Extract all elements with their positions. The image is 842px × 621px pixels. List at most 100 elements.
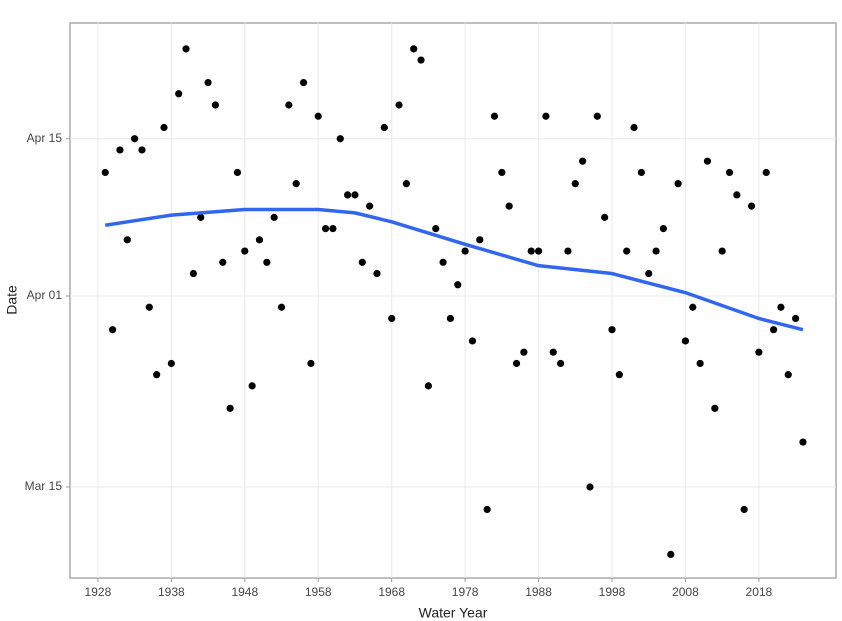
point xyxy=(718,247,726,255)
point xyxy=(373,269,381,278)
point xyxy=(395,101,403,109)
x-tick-label: 1968 xyxy=(378,585,405,599)
point xyxy=(424,382,432,390)
point xyxy=(593,112,601,120)
point xyxy=(498,168,506,177)
point xyxy=(138,146,146,154)
y-tick-label: Apr 01 xyxy=(27,288,63,302)
point xyxy=(226,404,234,412)
point xyxy=(263,258,271,266)
point xyxy=(182,45,190,53)
point xyxy=(667,550,675,559)
x-tick-label: 2008 xyxy=(672,585,699,599)
point xyxy=(160,123,168,132)
point xyxy=(652,247,660,255)
point xyxy=(123,236,131,244)
point xyxy=(520,348,528,356)
point xyxy=(549,348,557,356)
point xyxy=(483,505,491,514)
point xyxy=(233,168,242,177)
point xyxy=(366,202,374,210)
point xyxy=(417,56,425,64)
point xyxy=(490,112,499,120)
point xyxy=(175,90,183,98)
point xyxy=(571,180,579,188)
y-tick-label: Mar 15 xyxy=(25,479,63,493)
point xyxy=(601,213,609,221)
point xyxy=(219,258,227,266)
point xyxy=(241,247,249,255)
x-tick-label: 1998 xyxy=(599,585,626,599)
point xyxy=(461,247,469,255)
point xyxy=(380,123,388,132)
point xyxy=(534,247,543,255)
point xyxy=(432,224,440,233)
point xyxy=(799,438,807,446)
point xyxy=(792,314,800,323)
point xyxy=(512,359,521,368)
trend-line xyxy=(104,207,804,332)
point xyxy=(630,123,638,132)
point xyxy=(784,371,792,379)
point xyxy=(689,303,697,311)
point xyxy=(439,258,447,266)
point xyxy=(556,359,565,368)
point xyxy=(476,236,484,244)
point xyxy=(197,213,205,221)
plot-area xyxy=(69,22,837,579)
point xyxy=(755,348,763,356)
point xyxy=(454,281,462,289)
point xyxy=(321,224,330,233)
point xyxy=(674,180,682,188)
point xyxy=(645,269,653,278)
point xyxy=(733,191,741,199)
point xyxy=(292,180,300,188)
point xyxy=(145,303,153,311)
point xyxy=(637,168,645,177)
point xyxy=(307,359,315,368)
point xyxy=(762,168,770,177)
point xyxy=(725,168,734,177)
point xyxy=(446,314,455,323)
point xyxy=(248,382,256,390)
point xyxy=(659,224,668,233)
point xyxy=(527,247,535,255)
point xyxy=(740,505,748,514)
point xyxy=(351,191,359,199)
point xyxy=(769,326,778,334)
point xyxy=(211,101,220,109)
point xyxy=(777,303,785,311)
point xyxy=(299,78,308,87)
point xyxy=(410,45,418,53)
x-tick-label: 1928 xyxy=(85,585,112,599)
point xyxy=(468,337,477,345)
point xyxy=(285,101,293,109)
y-axis-title: Date xyxy=(4,285,20,315)
point xyxy=(131,135,139,143)
point xyxy=(204,78,212,87)
x-tick-label: 1978 xyxy=(452,585,479,599)
point xyxy=(505,202,513,210)
point xyxy=(344,191,352,199)
point xyxy=(564,247,572,255)
x-axis-title: Water Year xyxy=(419,605,488,621)
point xyxy=(189,269,197,278)
point xyxy=(696,359,704,368)
point xyxy=(615,371,623,379)
y-tick-label: Apr 15 xyxy=(27,131,63,145)
point xyxy=(711,404,719,412)
point xyxy=(579,157,587,165)
point xyxy=(608,326,616,334)
point xyxy=(116,146,124,154)
point xyxy=(542,112,550,120)
x-tick-label: 1958 xyxy=(305,585,332,599)
point xyxy=(388,314,396,323)
point xyxy=(623,247,631,255)
x-tick-label: 1988 xyxy=(525,585,552,599)
point xyxy=(101,168,109,177)
point xyxy=(703,157,712,165)
x-tick-label: 1938 xyxy=(158,585,185,599)
point xyxy=(747,202,756,210)
point xyxy=(586,483,594,491)
